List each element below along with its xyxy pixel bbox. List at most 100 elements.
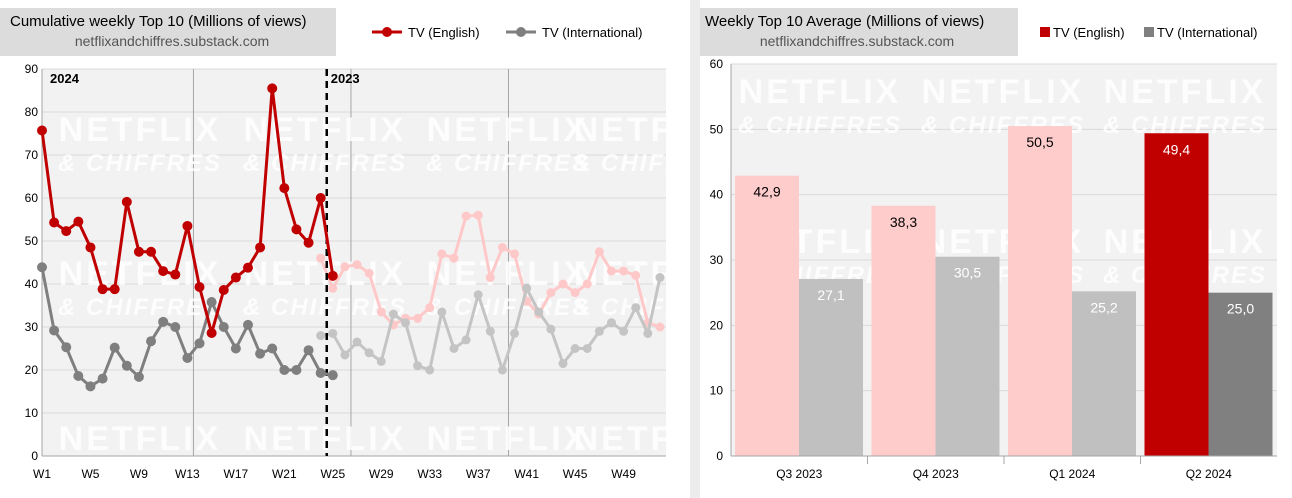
data-point-current (327, 370, 338, 381)
data-point-current (315, 368, 326, 379)
bar-data-label: 25,0 (1227, 301, 1254, 317)
legend-swatch (1040, 27, 1050, 37)
data-point-previous (425, 303, 435, 313)
data-point-current (133, 246, 144, 257)
data-point-previous (316, 331, 326, 341)
annotation-2023: 2023 (331, 71, 360, 86)
chart-title: Cumulative weekly Top 10 (Millions of vi… (10, 13, 307, 30)
data-point-current (255, 242, 266, 253)
data-point-previous (631, 270, 641, 280)
x-tick-label: W37 (466, 467, 491, 481)
weekly-average-chart: Weekly Top 10 Average (Millions of views… (700, 0, 1292, 498)
data-point-current (194, 282, 205, 293)
bar-1 (1072, 291, 1136, 456)
watermark-netflix: NETFLIX (922, 73, 1085, 111)
data-point-previous (619, 326, 629, 336)
data-point-current (97, 284, 108, 295)
data-point-previous (485, 326, 495, 336)
x-tick-label: W29 (369, 467, 394, 481)
data-point-current (49, 325, 60, 336)
data-point-previous (594, 326, 604, 336)
watermark-netflix: NETFLIX (59, 111, 222, 149)
x-tick-label: W33 (417, 467, 442, 481)
data-point-current (206, 297, 217, 308)
data-point-previous (497, 365, 507, 375)
data-point-current (121, 360, 132, 371)
data-point-current (85, 242, 96, 253)
watermark-netflix: NETFLIX (574, 111, 690, 149)
watermark-netflix: NETFLIX (244, 420, 407, 458)
data-point-previous (400, 318, 410, 328)
data-point-previous (582, 279, 592, 289)
data-point-current (255, 348, 266, 359)
annotation-2024: 2024 (50, 71, 80, 86)
data-point-previous (546, 288, 556, 298)
data-point-current (218, 285, 229, 296)
watermark-chiffres: & CHIFFRES (426, 459, 590, 486)
y-tick-label: 0 (31, 449, 38, 463)
bar-data-label: 30,5 (954, 265, 981, 281)
chart-subtitle: netflixandchiffres.substack.com (75, 33, 269, 49)
title-box (0, 8, 336, 56)
bar-1 (1208, 292, 1273, 456)
data-point-previous (388, 309, 398, 319)
data-point-current (267, 343, 278, 354)
data-point-previous (425, 365, 435, 375)
data-point-current (315, 193, 326, 203)
data-point-current (291, 224, 302, 235)
data-point-current (303, 237, 314, 248)
data-point-current (206, 328, 217, 339)
data-point-previous (461, 335, 471, 345)
y-tick-label: 40 (25, 277, 39, 291)
bar-data-label: 50,5 (1026, 134, 1053, 150)
y-tick-label: 10 (710, 384, 724, 398)
chart-subtitle: netflixandchiffres.substack.com (760, 33, 954, 49)
x-tick-label: W21 (272, 467, 297, 481)
data-point-current (85, 381, 96, 392)
x-tick-label: W1 (33, 467, 51, 481)
data-point-current (97, 373, 108, 384)
data-point-current (158, 316, 169, 327)
data-point-current (267, 83, 278, 94)
y-tick-label: 0 (716, 449, 723, 463)
data-point-previous (449, 253, 459, 263)
watermark-chiffres: & CHIFFRES (573, 459, 690, 486)
legend-swatch (1144, 27, 1154, 37)
data-point-current (49, 217, 60, 228)
data-point-current (146, 246, 157, 257)
data-point-previous (449, 344, 459, 353)
data-point-current (61, 342, 72, 353)
watermark-chiffres: & CHIFFRES (426, 294, 590, 321)
bar-0 (735, 175, 799, 456)
chart-title: Weekly Top 10 Average (Millions of views… (705, 13, 984, 30)
watermark-netflix: NETFLIX (1104, 73, 1267, 111)
data-point-current (194, 338, 205, 349)
y-tick-label: 50 (710, 122, 724, 136)
x-tick-label: Q3 2023 (776, 467, 822, 481)
data-point-current (37, 262, 47, 273)
bar-data-label: 49,4 (1163, 141, 1190, 157)
data-point-previous (437, 249, 447, 259)
legend: TV (English) TV (International) (1022, 17, 1276, 47)
data-point-previous (546, 324, 556, 334)
watermark-chiffres: & CHIFFRES (573, 150, 690, 177)
data-point-previous (558, 279, 568, 289)
bar-data-label: 25,2 (1090, 299, 1117, 315)
legend-label: TV (International) (542, 25, 642, 40)
data-point-previous (376, 356, 386, 366)
data-point-previous (534, 307, 544, 317)
data-point-previous (413, 313, 423, 323)
data-point-current (279, 365, 290, 375)
data-point-current (230, 272, 241, 283)
y-tick-label: 90 (25, 62, 39, 76)
data-point-previous (497, 242, 507, 252)
y-tick-label: 80 (25, 105, 39, 119)
data-point-current (158, 266, 169, 277)
y-tick-label: 70 (25, 148, 39, 162)
bar-1 (935, 256, 1000, 456)
data-point-previous (485, 273, 495, 283)
data-point-previous (340, 350, 350, 360)
data-point-current (146, 336, 157, 347)
watermark-chiffres: & CHIFFRES (426, 150, 590, 177)
data-point-current (182, 352, 193, 363)
